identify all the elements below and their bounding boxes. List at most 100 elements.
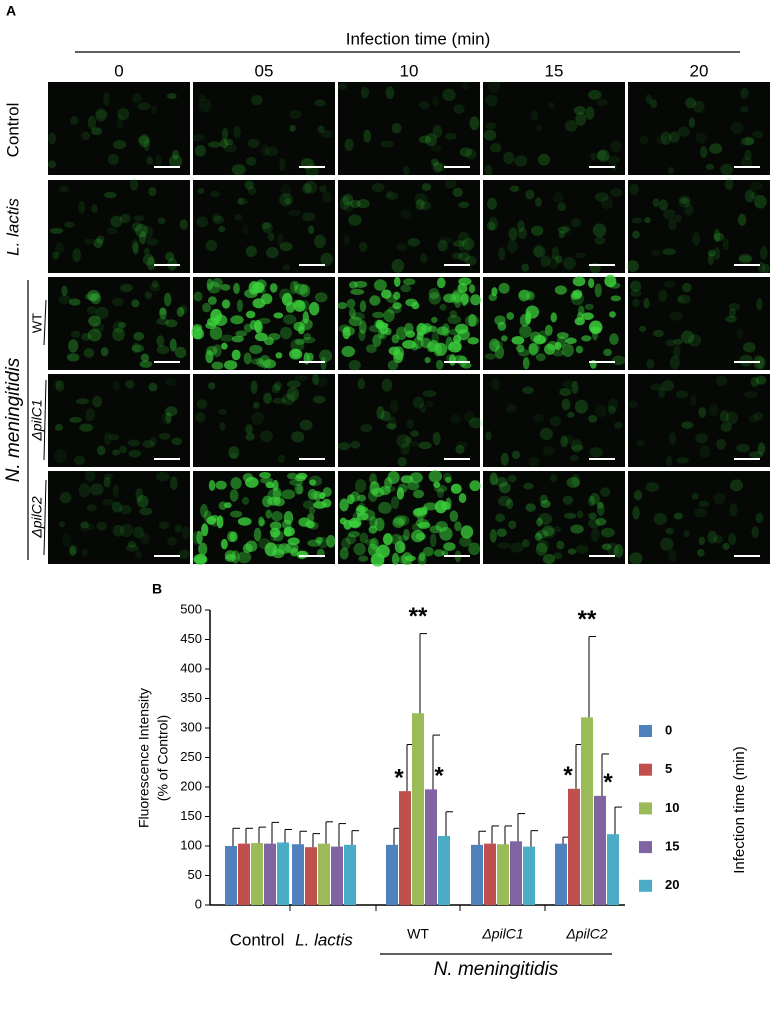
cell-fluorescence: [78, 483, 91, 498]
cell-fluorescence: [378, 501, 392, 514]
y-tick-label: 200: [180, 778, 202, 793]
cell-fluorescence: [576, 510, 584, 519]
cell-fluorescence: [454, 521, 462, 532]
cell-fluorescence: [554, 526, 562, 533]
cell-fluorescence: [677, 294, 691, 304]
cell-fluorescence: [218, 408, 227, 415]
cell-fluorescence: [530, 225, 544, 236]
cell-fluorescence: [309, 301, 320, 316]
cell-fluorescence: [207, 296, 217, 305]
cell-fluorescence: [396, 243, 408, 252]
cell-fluorescence: [158, 521, 170, 530]
cell-fluorescence: [62, 533, 72, 548]
cell-fluorescence: [224, 502, 232, 509]
cell-fluorescence: [337, 302, 348, 310]
cell-fluorescence: [81, 131, 91, 141]
cell-fluorescence: [556, 332, 569, 340]
x-tick-label: WT: [407, 926, 429, 942]
cell-fluorescence: [449, 510, 459, 522]
cell-fluorescence: [585, 106, 595, 120]
cell-fluorescence: [533, 334, 546, 345]
cell-fluorescence: [523, 482, 534, 490]
cell-fluorescence: [457, 282, 468, 294]
cell-fluorescence: [693, 100, 705, 113]
cell-fluorescence: [489, 338, 500, 352]
cell-fluorescence: [194, 144, 206, 157]
cell-fluorescence: [407, 481, 420, 491]
cell-fluorescence: [369, 295, 381, 306]
cell-fluorescence: [196, 216, 208, 228]
cell-fluorescence: [489, 528, 497, 543]
bar: [412, 713, 424, 905]
micrograph: [48, 82, 190, 175]
cell-fluorescence: [430, 533, 437, 548]
micrograph: [48, 374, 190, 467]
cell-fluorescence: [302, 183, 312, 194]
cell-fluorescence: [148, 186, 157, 197]
cell-fluorescence: [258, 516, 265, 527]
cell-fluorescence: [279, 288, 292, 301]
cell-fluorescence: [90, 483, 104, 496]
cell-fluorescence: [432, 95, 440, 107]
cell-fluorescence: [69, 298, 81, 306]
cell-fluorescence: [521, 263, 529, 272]
cell-fluorescence: [345, 534, 357, 545]
cell-fluorescence: [138, 134, 150, 148]
cell-fluorescence: [314, 234, 326, 249]
cell-fluorescence: [319, 349, 333, 363]
cell-fluorescence: [251, 95, 263, 106]
cell-fluorescence: [283, 527, 292, 537]
cell-fluorescence: [69, 416, 82, 423]
micrograph: [193, 180, 335, 273]
cell-fluorescence: [405, 298, 418, 307]
cell-fluorescence: [254, 332, 268, 342]
cell-fluorescence: [258, 286, 266, 294]
cell-fluorescence: [302, 336, 316, 344]
cell-fluorescence: [400, 284, 412, 293]
cell-fluorescence: [491, 287, 498, 297]
cell-fluorescence: [146, 238, 159, 246]
cell-fluorescence: [73, 455, 86, 465]
micrograph: [48, 277, 190, 370]
cell-fluorescence: [148, 382, 158, 392]
cell-fluorescence: [143, 247, 150, 255]
cell-fluorescence: [230, 315, 244, 325]
cell-fluorescence: [572, 289, 583, 299]
cell-fluorescence: [698, 500, 710, 508]
cell-fluorescence: [260, 477, 274, 484]
cell-fluorescence: [342, 326, 355, 336]
cell-fluorescence: [385, 423, 397, 430]
cell-fluorescence: [205, 350, 214, 364]
cell-fluorescence: [293, 281, 300, 290]
cell-fluorescence: [294, 375, 308, 382]
cell-fluorescence: [307, 539, 321, 547]
cell-fluorescence: [172, 149, 180, 160]
cell-fluorescence: [221, 127, 229, 141]
cell-fluorescence: [303, 332, 312, 341]
bar: [568, 788, 580, 905]
cell-fluorescence: [112, 484, 119, 498]
cell-fluorescence: [202, 302, 211, 313]
cell-fluorescence: [237, 517, 252, 526]
cell-fluorescence: [631, 230, 640, 239]
cell-fluorescence: [561, 398, 571, 411]
cell-fluorescence: [308, 475, 322, 487]
cell-fluorescence: [449, 310, 458, 318]
cell-fluorescence: [245, 245, 257, 257]
cell-fluorescence: [433, 481, 441, 489]
cell-fluorescence: [150, 105, 158, 114]
cell-fluorescence: [749, 451, 764, 458]
cell-fluorescence: [326, 534, 336, 548]
cell-fluorescence: [169, 338, 177, 352]
cell-fluorescence: [525, 189, 535, 200]
cell-fluorescence: [392, 517, 405, 528]
cell-fluorescence: [267, 232, 275, 242]
cell-fluorescence: [237, 198, 249, 205]
cell-fluorescence: [692, 231, 701, 246]
cell-fluorescence: [216, 515, 224, 529]
cell-fluorescence: [237, 197, 244, 205]
cell-fluorescence: [428, 292, 441, 305]
cell-fluorescence: [86, 306, 97, 315]
cell-fluorescence: [176, 306, 185, 317]
cell-fluorescence: [464, 255, 477, 266]
